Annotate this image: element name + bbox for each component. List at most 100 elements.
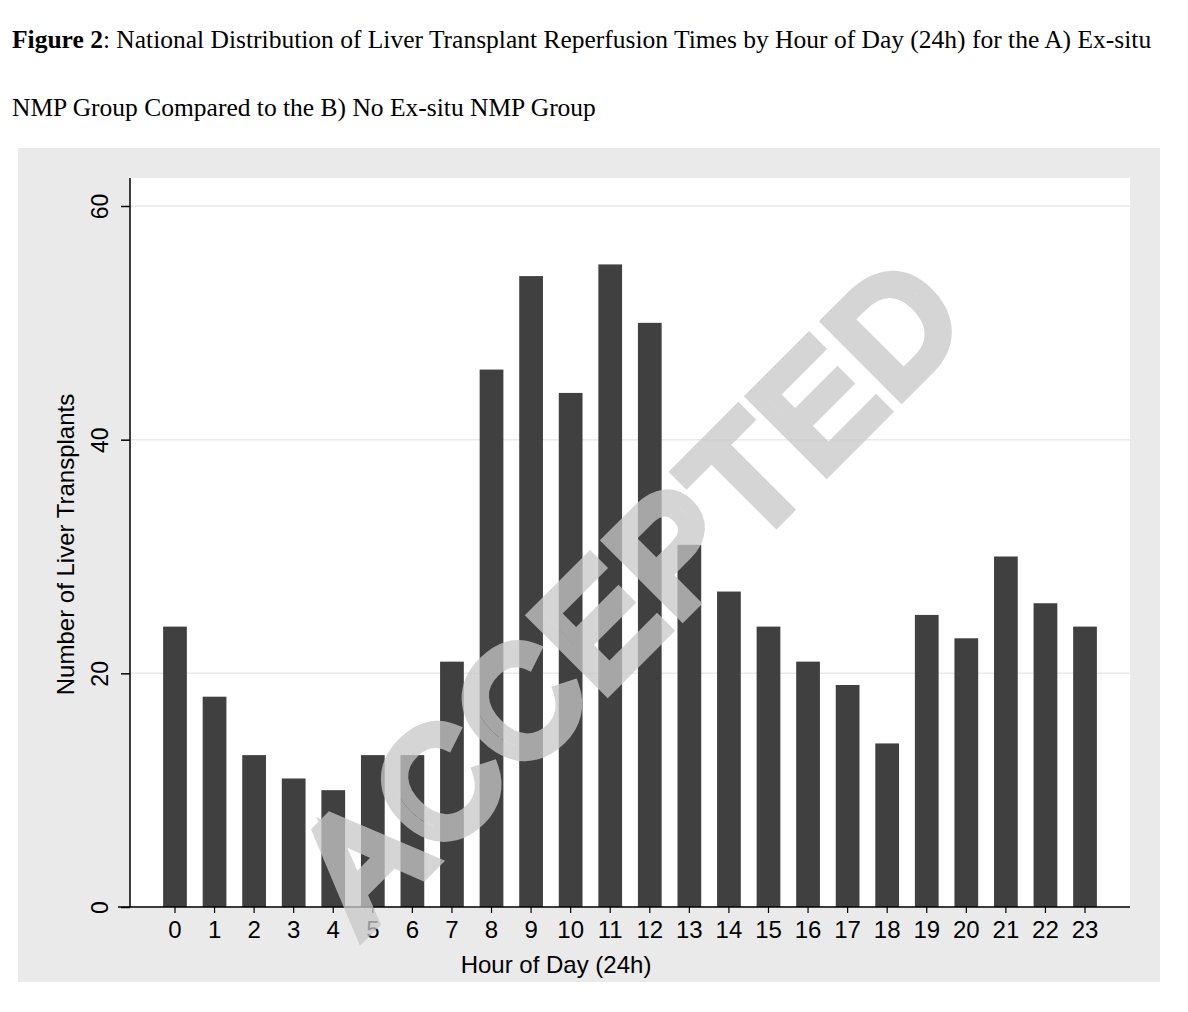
- x-tick-mark: [847, 907, 848, 913]
- y-axis-line: [129, 178, 131, 907]
- x-tick-mark: [768, 907, 769, 913]
- x-tick-label: 0: [168, 916, 181, 943]
- x-tick-label: 21: [993, 916, 1020, 943]
- x-tick: 20: [953, 907, 980, 943]
- x-tick-mark: [451, 907, 452, 913]
- x-tick: 4: [327, 907, 340, 943]
- y-tick-label: 20: [87, 661, 113, 687]
- x-tick-label: 15: [755, 916, 782, 943]
- bar: [757, 627, 781, 907]
- x-tick: 15: [755, 907, 782, 943]
- y-tick-mark: [121, 206, 130, 208]
- x-axis: 01234567891011121314151617181920212223: [118, 907, 1130, 943]
- x-tick-label: 11: [598, 916, 623, 943]
- bar: [836, 685, 860, 907]
- bar: [994, 557, 1018, 908]
- y-tick: 20: [87, 661, 130, 687]
- x-tick-mark: [570, 907, 571, 913]
- x-tick-mark: [649, 907, 650, 913]
- y-tick: 60: [87, 194, 130, 220]
- x-tick-label: 12: [636, 916, 663, 943]
- bar: [203, 697, 227, 907]
- bar: [915, 615, 939, 907]
- grid-line: [130, 205, 1130, 207]
- x-tick-label: 2: [247, 916, 260, 943]
- x-tick-mark: [926, 907, 927, 913]
- y-axis: 0 20 40 60: [87, 178, 130, 914]
- x-tick-mark: [1005, 907, 1006, 913]
- x-tick: 10: [557, 907, 584, 943]
- x-tick-mark: [689, 907, 690, 913]
- x-tick: 17: [834, 907, 861, 943]
- x-tick-label: 4: [327, 916, 340, 943]
- x-tick-label: 14: [716, 916, 743, 943]
- bar: [1073, 627, 1097, 907]
- x-tick: 8: [485, 907, 498, 943]
- x-tick-mark: [966, 907, 967, 913]
- bar: [875, 743, 899, 907]
- title: Figure 2: National Distribution of Liver…: [12, 6, 1184, 142]
- x-tick-mark: [174, 907, 175, 913]
- x-tick-label: 13: [676, 916, 703, 943]
- x-tick: 23: [1072, 907, 1099, 943]
- x-tick-label: 22: [1032, 916, 1059, 943]
- x-tick-label: 18: [874, 916, 901, 943]
- x-tick-mark: [807, 907, 808, 913]
- x-tick-mark: [1045, 907, 1046, 913]
- x-tick-mark: [530, 907, 531, 913]
- x-tick-label: 1: [208, 916, 221, 943]
- x-tick-mark: [887, 907, 888, 913]
- bar: [954, 638, 978, 907]
- graph-background: [18, 148, 1160, 982]
- x-tick-label: 20: [953, 916, 980, 943]
- x-tick: 12: [636, 907, 663, 943]
- y-tick-mark: [121, 439, 130, 441]
- x-tick: 2: [247, 907, 260, 943]
- grid-line: [130, 439, 1130, 441]
- x-tick-label: 16: [795, 916, 822, 943]
- x-tick-mark: [610, 907, 611, 913]
- x-tick-label: 10: [557, 916, 584, 943]
- y-tick-label: 40: [87, 427, 113, 453]
- x-tick-mark: [491, 907, 492, 913]
- x-tick: 11: [598, 907, 623, 943]
- x-tick-mark: [254, 907, 255, 913]
- y-tick-label: 0: [87, 901, 113, 914]
- x-tick: 18: [874, 907, 901, 943]
- y-tick-label: 60: [87, 194, 113, 220]
- x-tick-mark: [333, 907, 334, 913]
- x-tick-label: 19: [913, 916, 940, 943]
- x-tick: 21: [993, 907, 1020, 943]
- x-tick: 16: [795, 907, 822, 943]
- x-tick: 7: [445, 907, 458, 943]
- x-tick: 9: [524, 907, 537, 943]
- title-text: : National Distribution of Liver Transpl…: [12, 25, 1151, 122]
- bar: [796, 662, 820, 907]
- x-tick-mark: [728, 907, 729, 913]
- x-tick: 19: [913, 907, 940, 943]
- title-label: Figure 2: [12, 25, 103, 54]
- chart: 0204060012345678910111213141516171819202…: [0, 0, 1188, 1012]
- bar: [717, 592, 741, 907]
- y-axis-title: Number of Liver Transplants: [52, 394, 79, 695]
- x-tick: 14: [716, 907, 743, 943]
- x-tick-mark: [1084, 907, 1085, 913]
- x-axis-line: [118, 906, 1130, 908]
- y-tick: 40: [87, 427, 130, 453]
- x-tick-label: 7: [445, 916, 458, 943]
- x-tick: 22: [1032, 907, 1059, 943]
- x-tick-label: 8: [485, 916, 498, 943]
- watermark: ACCEPTED: [266, 226, 996, 956]
- x-tick-mark: [293, 907, 294, 913]
- x-tick: 0: [168, 907, 181, 943]
- x-axis-title: Hour of Day (24h): [461, 951, 652, 978]
- bar: [242, 755, 266, 907]
- x-tick-label: 3: [287, 916, 300, 943]
- y-tick-mark: [121, 673, 130, 675]
- bar: [1034, 603, 1058, 907]
- x-tick-mark: [214, 907, 215, 913]
- x-tick: 3: [287, 907, 300, 943]
- x-tick-label: 9: [524, 916, 537, 943]
- x-tick: 13: [676, 907, 703, 943]
- x-tick-label: 17: [834, 916, 861, 943]
